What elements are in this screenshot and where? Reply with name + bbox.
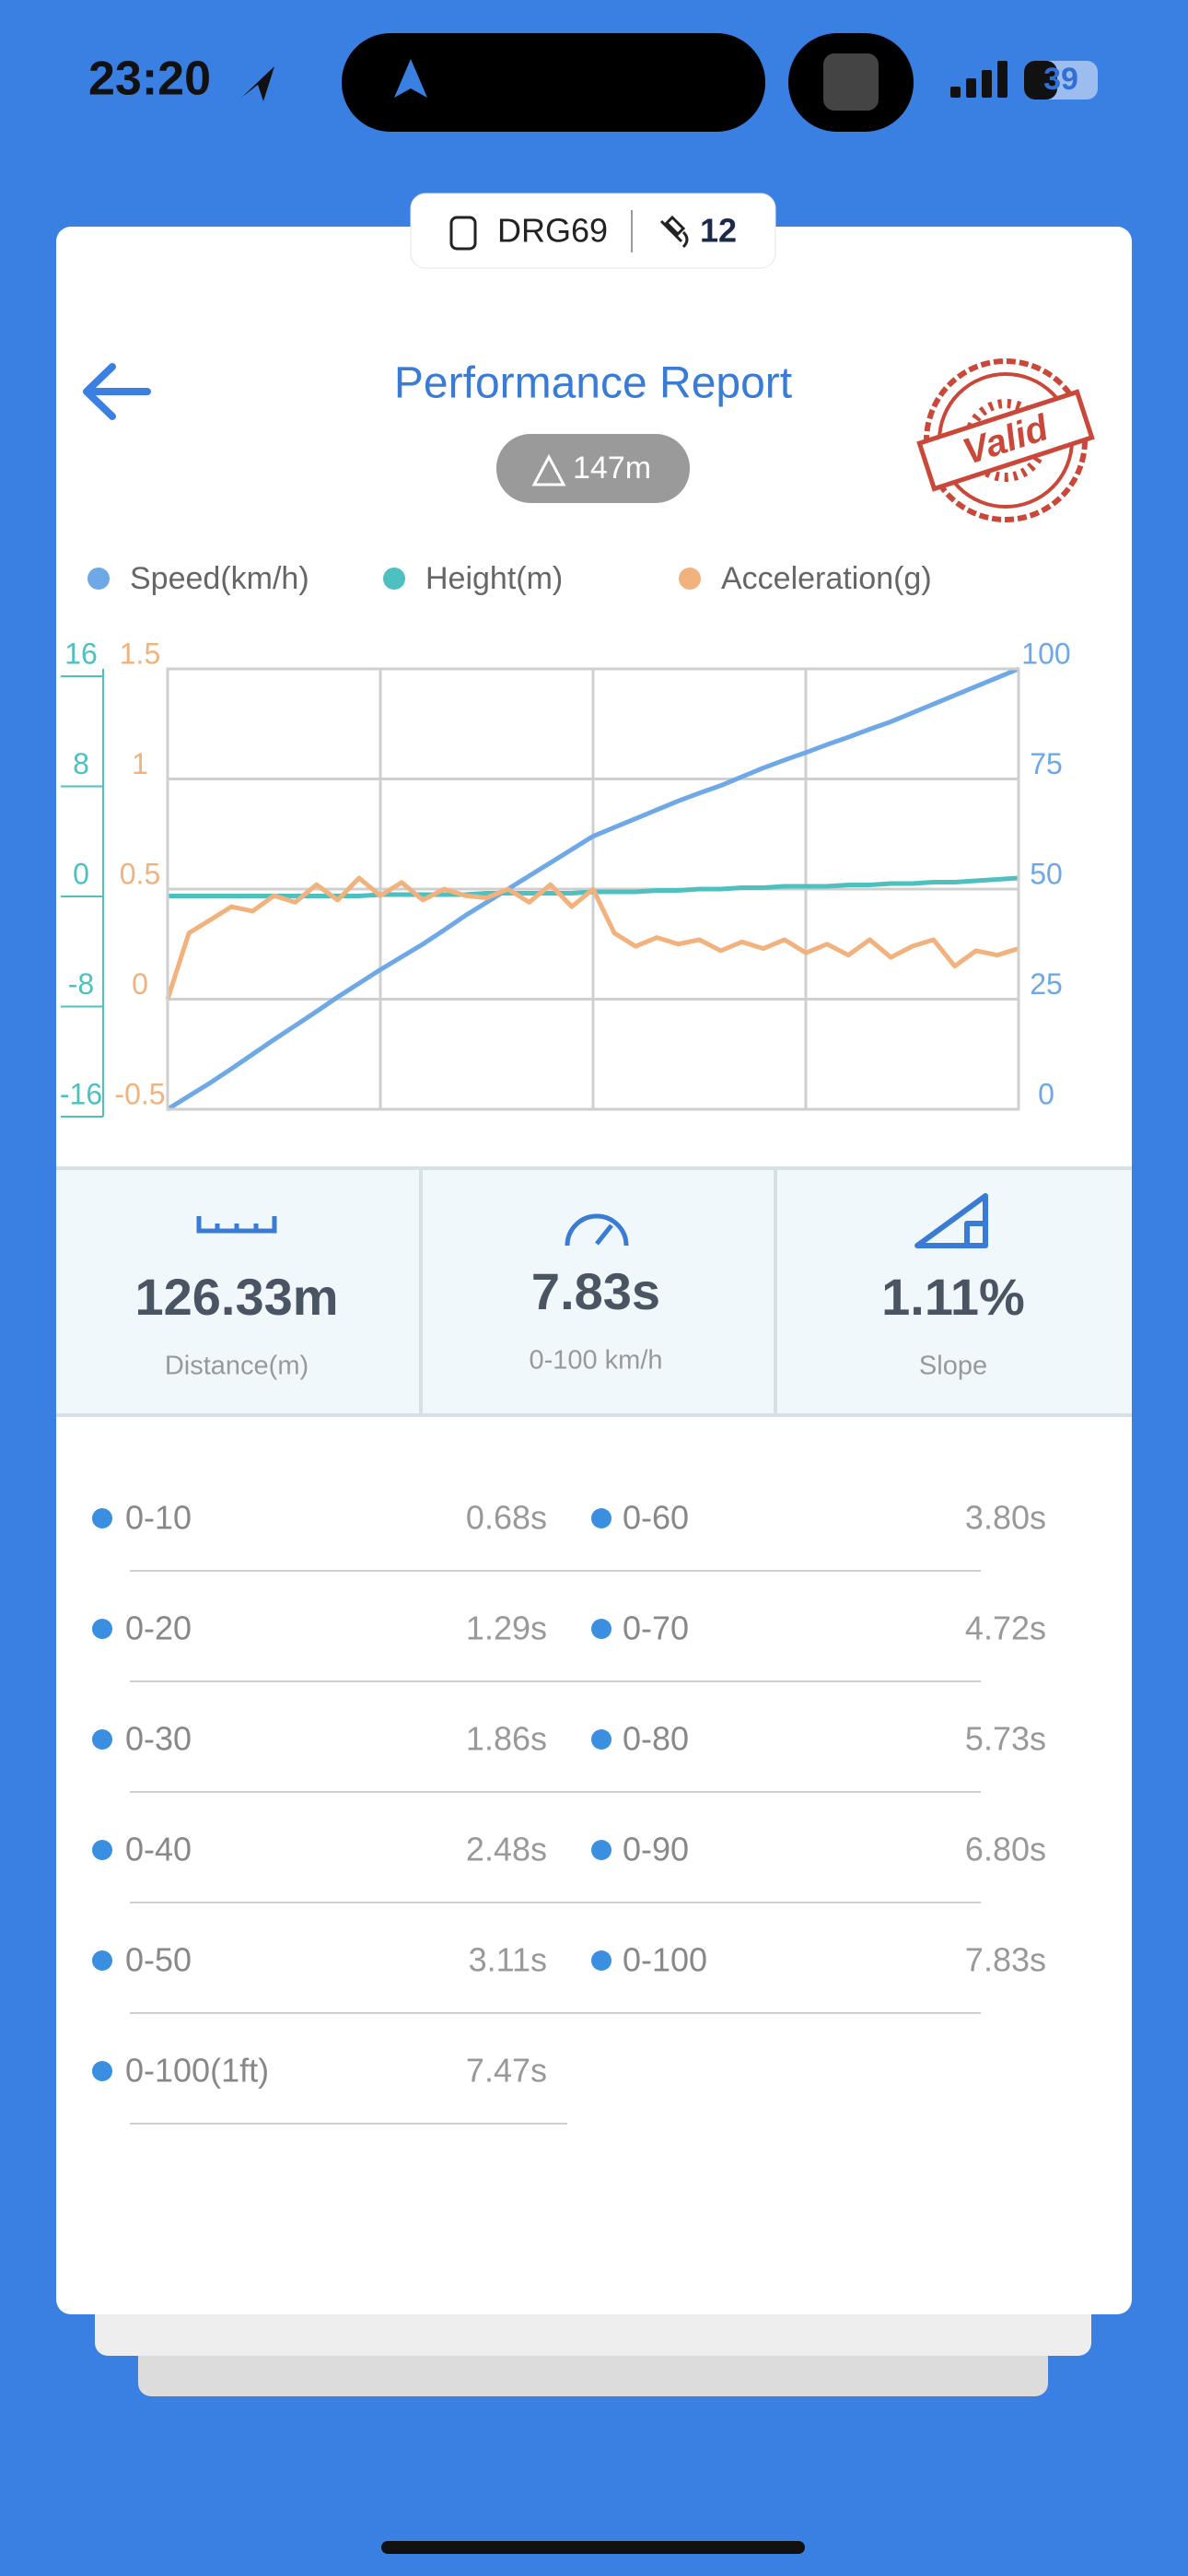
stat-value: 1.11% (881, 1268, 1025, 1326)
stat-value: 126.33m (134, 1268, 338, 1326)
split-label: 0-80 (623, 1720, 689, 1758)
legend-dot (383, 568, 405, 590)
y-tick-label: 0 (73, 857, 89, 890)
split-dot (591, 1729, 611, 1750)
stat-label: Distance(m) (165, 1352, 309, 1381)
split-time: 3.11s (469, 1941, 547, 1979)
split-label: 0-100(1ft) (125, 2052, 269, 2090)
legend-dot (87, 568, 110, 590)
device-chip (410, 193, 776, 269)
legend-label: Height(m) (425, 561, 563, 596)
y2-tick-label: 50 (1030, 857, 1063, 890)
split-time: 2.48s (466, 1831, 547, 1868)
split-label: 0-70 (623, 1610, 689, 1647)
y3-tick-label: 0 (132, 967, 148, 1001)
nav-icon (394, 59, 427, 98)
split-time: 1.29s (466, 1610, 547, 1647)
split-dot (92, 1729, 112, 1750)
legend-dot (679, 568, 701, 590)
y3-tick-label: -0.5 (114, 1077, 165, 1110)
split-time: 7.47s (466, 2052, 547, 2090)
back-button[interactable] (83, 363, 151, 420)
device-name: DRG69 (497, 212, 608, 250)
y-tick-label: 8 (73, 747, 89, 780)
y3-tick-label: 1.5 (120, 637, 160, 670)
split-dot (92, 1619, 112, 1639)
satellite-count: 12 (700, 212, 737, 250)
satellite-icon (659, 215, 689, 249)
signal-icon (950, 61, 1007, 98)
split-label: 0-50 (125, 1941, 192, 1979)
split-time: 5.73s (965, 1720, 1046, 1758)
split-label: 0-60 (623, 1499, 689, 1537)
split-label: 0-100 (623, 1941, 707, 1979)
y-tick-label: 16 (64, 637, 98, 670)
split-time: 3.80s (965, 1499, 1046, 1537)
altitude-icon (531, 453, 566, 486)
series-line (165, 875, 1019, 1001)
split-time: 1.86s (466, 1720, 547, 1758)
home-indicator (381, 2541, 805, 2554)
location-icon (241, 66, 274, 101)
y2-tick-label: 0 (1038, 1077, 1054, 1110)
split-label: 0-30 (125, 1720, 192, 1758)
battery-level (1024, 61, 1057, 100)
valid-stamp: Valid (916, 358, 1095, 522)
split-dot (92, 2061, 112, 2081)
y2-tick-label: 100 (1021, 637, 1070, 670)
y3-tick-label: 0.5 (120, 857, 160, 890)
y2-tick-label: 75 (1030, 747, 1063, 780)
status-time: 23:20 (88, 53, 211, 106)
device-icon (449, 216, 477, 251)
dynamic-island (342, 33, 765, 132)
split-label: 0-10 (125, 1499, 192, 1537)
plot-frame (166, 667, 1020, 1111)
series-line (166, 666, 1019, 1112)
split-label: 0-90 (623, 1831, 689, 1868)
y-tick-label: -8 (68, 967, 94, 1001)
y2-tick-label: 25 (1030, 967, 1063, 1001)
split-time: 7.83s (965, 1941, 1046, 1979)
split-time: 6.80s (965, 1831, 1046, 1868)
split-dot (591, 1619, 611, 1639)
stats-band (56, 1168, 1132, 1415)
stat-label: Slope (919, 1352, 987, 1381)
split-dot (92, 1840, 112, 1860)
media-thumb (823, 53, 879, 111)
split-dot (591, 1508, 611, 1528)
stat-label: 0-100 km/h (529, 1346, 662, 1376)
split-label: 0-20 (125, 1610, 192, 1647)
split-time: 0.68s (466, 1499, 547, 1537)
legend-label: Acceleration(g) (721, 561, 932, 596)
split-dot (591, 1950, 611, 1971)
split-time: 4.72s (965, 1610, 1046, 1647)
split-dot (92, 1508, 112, 1528)
altitude-text: 147m (573, 451, 651, 486)
report-title: Performance Report (394, 359, 792, 408)
speed-icon (565, 1213, 629, 1247)
slope-icon (914, 1193, 988, 1248)
legend-label: Speed(km/h) (130, 561, 309, 596)
battery-text: 39 (1043, 62, 1078, 97)
distance-icon (196, 1216, 277, 1234)
split-label: 0-40 (125, 1831, 192, 1868)
y-tick-label: -16 (60, 1077, 102, 1110)
dynamic-content: Speed(km/h) Height(m) Acceleration(g) -16 -8… (60, 561, 1071, 2125)
stat-value: 7.83s (531, 1262, 660, 1320)
split-dot (591, 1840, 611, 1860)
y3-tick-label: 1 (132, 747, 148, 780)
split-dot (92, 1950, 112, 1971)
